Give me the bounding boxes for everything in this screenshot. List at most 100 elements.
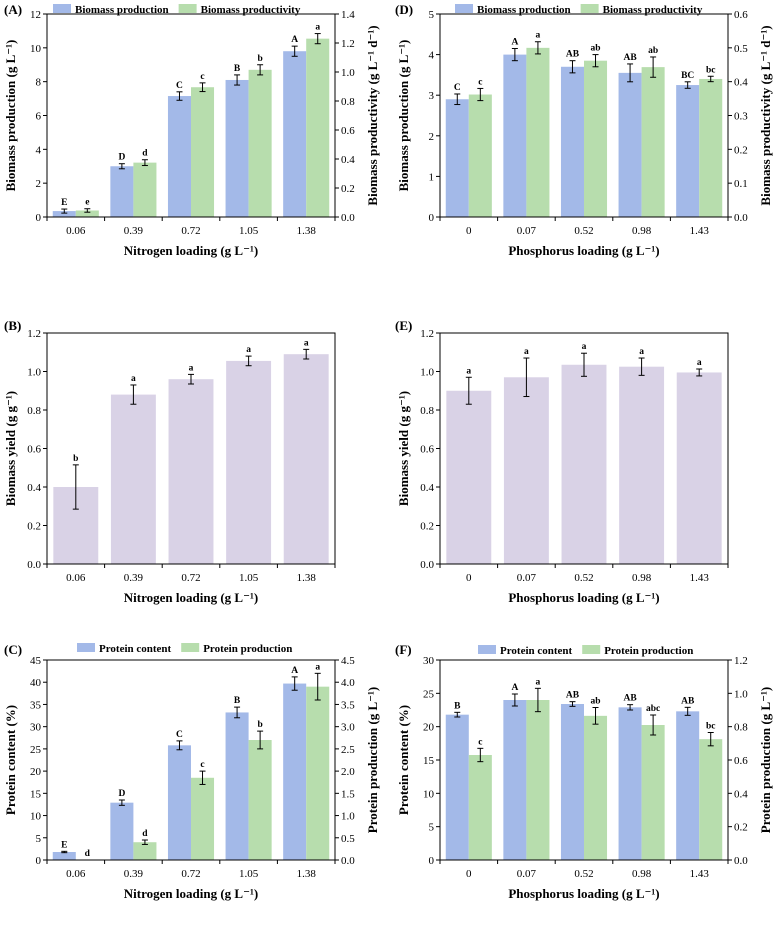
bar <box>225 712 249 860</box>
bar <box>52 211 76 217</box>
y2-tick-label: 0.3 <box>734 111 748 123</box>
bar <box>306 38 330 218</box>
y2-tick-label: 0.0 <box>341 212 355 224</box>
y-tick-label: 0.4 <box>420 482 434 494</box>
y2-tick-label: 0.5 <box>341 833 355 845</box>
y-axis-title: Biomass production (g L⁻¹) <box>3 40 18 192</box>
y-tick-label: 5 <box>36 833 42 845</box>
significance-label: E <box>61 840 67 850</box>
y2-tick-label: 0.4 <box>734 77 748 89</box>
y2-axis-title: Protein production (g L⁻¹) <box>758 687 773 833</box>
y-tick-label: 1.2 <box>420 328 434 340</box>
significance-label: C <box>454 83 461 93</box>
significance-label: AB <box>623 53 637 63</box>
significance-label: B <box>234 64 241 74</box>
y-tick-label: 20 <box>30 766 42 778</box>
significance-label: AB <box>623 694 637 704</box>
bar <box>445 99 469 217</box>
significance-label: a <box>315 23 320 33</box>
significance-label: a <box>582 342 587 352</box>
significance-label: A <box>511 38 518 48</box>
x-axis-title: Phosphorus loading (g L⁻¹) <box>508 243 659 258</box>
y2-tick-label: 0.1 <box>734 178 748 190</box>
y2-tick-label: 4.5 <box>341 655 355 667</box>
y-tick-label: 25 <box>423 688 435 700</box>
y2-tick-label: 4.0 <box>341 677 355 689</box>
y-tick-label: 0 <box>36 212 42 224</box>
y2-tick-label: 0.6 <box>734 9 748 21</box>
y2-tick-label: 1.0 <box>341 811 355 823</box>
y-tick-label: 4 <box>36 144 42 156</box>
significance-label: D <box>118 789 125 799</box>
significance-label: c <box>478 737 482 747</box>
significance-label: A <box>511 683 518 693</box>
bar <box>503 54 527 217</box>
y-tick-label: 20 <box>423 722 435 734</box>
y2-tick-label: 0.0 <box>734 212 748 224</box>
x-tick-label: 1.05 <box>239 868 259 880</box>
significance-label: D <box>118 153 125 163</box>
x-tick-label: 0.52 <box>574 572 593 584</box>
y-tick-label: 0.8 <box>27 405 41 417</box>
x-tick-label: 1.38 <box>297 572 317 584</box>
y-tick-label: 4 <box>429 50 435 62</box>
chart-panel-4: E D C B Ad d c b a 0 5 10 15 20 25 30 35 40 45 0.0 0.5 1.0 1.5… <box>3 642 380 901</box>
y2-tick-label: 0.8 <box>734 722 748 734</box>
y2-tick-label: 3.0 <box>341 722 355 734</box>
significance-label: C <box>176 81 183 91</box>
x-tick-label: 0 <box>466 572 472 584</box>
significance-label: a <box>536 677 541 687</box>
significance-label: BC <box>681 71 694 81</box>
significance-label: ab <box>590 44 600 54</box>
significance-label: a <box>524 347 529 357</box>
bar <box>133 842 157 860</box>
x-tick-label: 0.07 <box>517 868 537 880</box>
y-tick-label: 2 <box>36 178 42 190</box>
bar <box>445 714 469 860</box>
bar <box>619 366 665 564</box>
x-tick-label: 0.72 <box>181 572 200 584</box>
legend-swatch <box>77 643 95 652</box>
bar <box>560 66 584 217</box>
bar <box>133 162 157 217</box>
y-tick-label: 1.2 <box>27 328 41 340</box>
legend-label: Biomass productivity <box>603 4 703 16</box>
bar <box>52 852 76 860</box>
significance-label: d <box>142 149 148 159</box>
significance-label: B <box>234 696 241 706</box>
y-tick-label: 30 <box>30 722 42 734</box>
bar <box>618 707 642 860</box>
y-tick-label: 0.8 <box>420 405 434 417</box>
significance-label: abc <box>646 704 660 714</box>
y-tick-label: 5 <box>429 822 435 834</box>
y-tick-label: 0.0 <box>27 559 41 571</box>
significance-label: a <box>639 347 644 357</box>
x-tick-label: 0.06 <box>66 572 86 584</box>
bar <box>283 354 329 564</box>
bar <box>699 739 723 860</box>
y2-axis-title: Protein production (g L⁻¹) <box>365 687 380 833</box>
y-tick-label: 5 <box>429 9 435 21</box>
y-tick-label: 0.4 <box>27 482 41 494</box>
significance-label: c <box>200 72 204 82</box>
significance-label: bc <box>706 65 716 75</box>
y2-tick-label: 0.0 <box>341 855 355 867</box>
bar <box>503 377 549 564</box>
legend-swatch <box>53 4 71 13</box>
y-tick-label: 0.0 <box>420 559 434 571</box>
y-tick-label: 10 <box>423 788 435 800</box>
chart-panel-1: C A AB AB BC c a ab ab bc 0 1 2 3 4 5 0.0 0.1 0.2 0.3 0.4 0.5… <box>395 2 773 258</box>
y2-tick-label: 3.5 <box>341 699 355 711</box>
significance-label: a <box>189 363 194 373</box>
x-tick-label: 0.06 <box>66 868 86 880</box>
x-axis-title: Nitrogen loading (g L⁻¹) <box>124 590 258 605</box>
chart-panel-5: B A AB AB AB c a ab abc bc 0 5 10 15 20 25 30 0.0 0.2 0.4 0.… <box>395 642 773 901</box>
bar <box>699 78 723 218</box>
panel-label: (A) <box>4 2 22 17</box>
y-axis-title: Biomass yield (g g⁻¹) <box>3 391 18 506</box>
bar <box>584 60 608 217</box>
bar <box>248 740 272 860</box>
bar <box>618 72 642 218</box>
x-axis-title: Nitrogen loading (g L⁻¹) <box>124 886 258 901</box>
significance-label: AB <box>681 696 695 706</box>
